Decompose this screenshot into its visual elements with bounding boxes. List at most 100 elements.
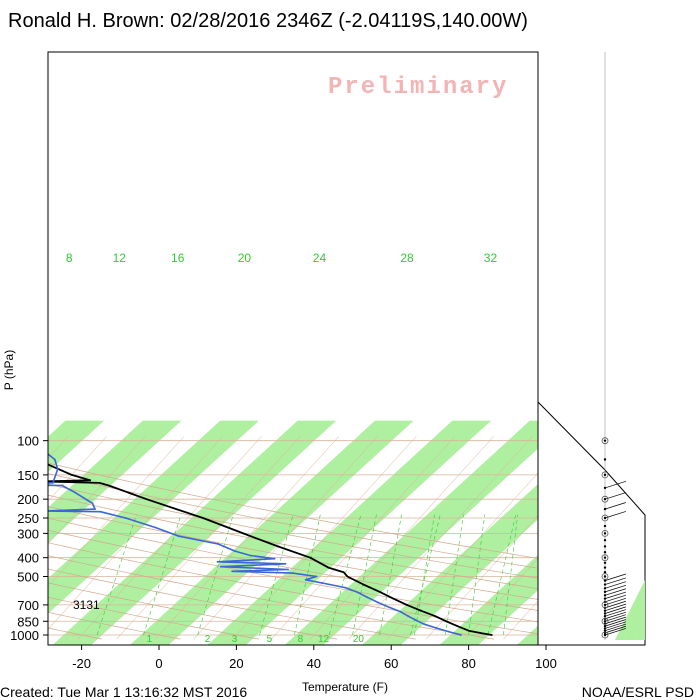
wind-level-dot	[603, 561, 607, 564]
temperature-point	[89, 479, 91, 482]
x-tick-label: 0	[155, 656, 162, 671]
mixing-ratio-label: 28	[400, 251, 414, 265]
isotherm-line	[116, 436, 301, 640]
dry-adiabat	[48, 582, 338, 640]
dewpoint-point	[355, 591, 358, 593]
wind-barb	[604, 614, 627, 622]
dewpoint-point	[291, 572, 294, 574]
bottom-mixing-label: 20	[353, 634, 365, 645]
mixing-ratio-line	[503, 514, 518, 636]
wind-barb	[604, 480, 627, 489]
temperature-band	[48, 420, 105, 473]
dewpoint-point	[304, 578, 307, 581]
dewpoint-point	[399, 610, 402, 613]
dry-adiabat	[48, 555, 495, 640]
mixing-ratio-line	[96, 514, 137, 636]
dry-adiabat	[48, 483, 538, 579]
dewpoint-point	[178, 535, 180, 538]
preliminary-watermark: Preliminary	[328, 74, 509, 101]
bottom-mixing-label: 12	[318, 634, 330, 645]
dewpoint-point	[423, 623, 426, 626]
temperature-point	[333, 568, 336, 571]
wind-calm-circle	[601, 631, 609, 639]
dewpoint-point	[220, 565, 222, 568]
dry-adiabat	[48, 611, 181, 640]
plot-frame	[47, 51, 539, 646]
wind-barb	[604, 588, 627, 596]
isotherm-line	[425, 515, 538, 640]
wind-barb	[604, 616, 627, 625]
mixing-ratio-line	[445, 514, 464, 636]
wind-barb	[604, 606, 627, 614]
y-tick-label: 100	[17, 434, 39, 449]
annotation-label: 3131	[73, 598, 100, 612]
dewpoint-point	[216, 560, 219, 563]
dewpoint-point	[366, 596, 369, 599]
chart-title: Ronald H. Brown: 02/28/2016 2346Z (-2.04…	[8, 10, 528, 32]
temperature-band	[48, 420, 182, 543]
wind-calm-circle	[601, 514, 609, 522]
x-tick-label: 40	[307, 656, 321, 671]
wind-barb	[604, 492, 627, 500]
temperature-point	[309, 556, 312, 559]
dewpoint-point	[284, 562, 287, 565]
dewpoint-point	[231, 570, 234, 573]
temperature-point	[434, 615, 437, 618]
temperature-trace	[48, 463, 492, 636]
source-credit: NOAA/ESRL PSD	[581, 684, 694, 700]
dry-adiabat	[48, 494, 538, 590]
wind-panel-band	[625, 588, 645, 640]
dewpoint-point	[377, 601, 379, 604]
dewpoint-point	[287, 568, 289, 571]
wind-barb	[604, 573, 627, 581]
dry-adiabat	[48, 529, 538, 623]
wind-barb	[604, 594, 627, 603]
temperature-point	[107, 484, 110, 487]
dewpoint-point	[435, 627, 438, 629]
wind-level-dot	[603, 556, 607, 559]
wind-barb	[604, 581, 627, 589]
dewpoint-point	[273, 557, 276, 560]
wind-level-dot	[603, 458, 607, 461]
isotherm-line	[48, 436, 146, 545]
mixing-ratio-label: 32	[484, 251, 498, 265]
isotherm-line	[48, 436, 185, 588]
dewpoint-point	[249, 554, 252, 557]
dry-adiabat	[48, 473, 538, 569]
dewpoint-point	[74, 491, 76, 494]
mixing-ratio-line	[414, 514, 435, 636]
temperature-point	[42, 481, 44, 483]
isotherm-line	[503, 600, 538, 640]
background-grid	[48, 436, 538, 640]
dewpoint-point	[53, 458, 56, 461]
wind-barb	[604, 591, 627, 599]
wind-level-dot	[603, 575, 607, 578]
temperature-point	[392, 597, 395, 600]
dewpoint-point	[56, 468, 59, 470]
temperature-point	[29, 452, 31, 454]
dewpoint-point	[91, 502, 94, 505]
wind-barb-panel	[537, 52, 646, 646]
wind-barb	[604, 628, 627, 636]
mixing-ratio-label: 24	[313, 251, 327, 265]
dewpoint-point	[94, 508, 96, 510]
wind-barb	[604, 584, 627, 593]
dewpoint-point	[415, 619, 417, 622]
wind-level-dot	[603, 566, 607, 569]
isotherm-line	[464, 557, 538, 640]
temperature-point	[420, 609, 422, 612]
bottom-mixing-label: 3	[232, 634, 238, 645]
dewpoint-point	[315, 575, 318, 578]
wind-level-dot	[603, 532, 607, 535]
dewpoint-point	[388, 606, 391, 609]
dewpoint-trace	[48, 453, 462, 636]
wind-level-dot	[603, 551, 607, 554]
y-tick-label: 150	[17, 468, 39, 483]
mixing-ratio-line	[468, 514, 486, 636]
dry-adiabat	[48, 596, 259, 640]
wind-panel-frame	[537, 401, 646, 646]
mixing-ratio-label: 8	[66, 251, 73, 265]
dewpoint-point	[447, 630, 450, 633]
wind-barb	[604, 600, 627, 609]
